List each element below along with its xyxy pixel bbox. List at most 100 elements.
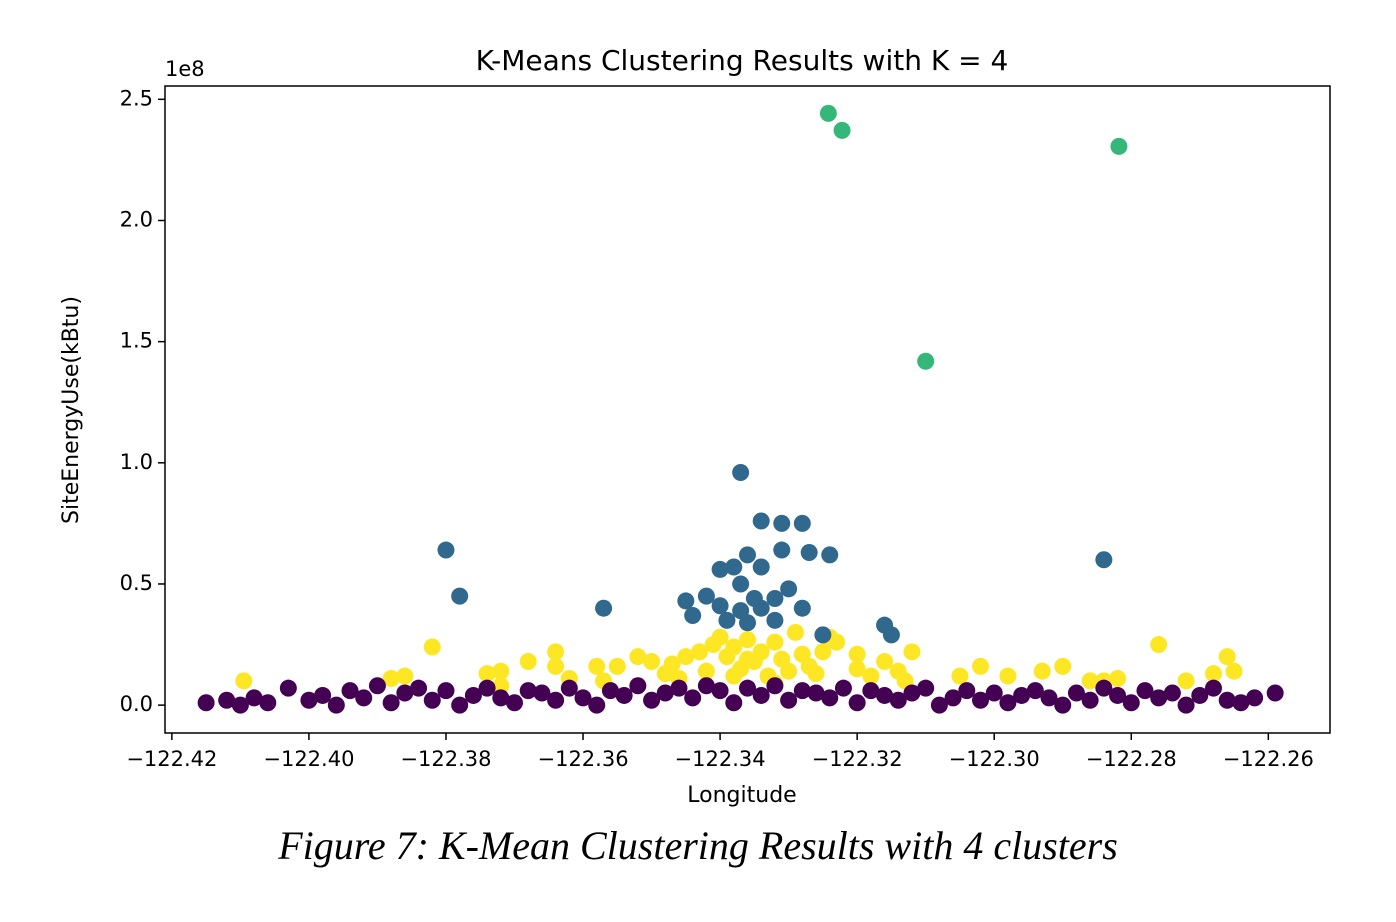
scatter-point	[834, 679, 852, 697]
y-offset-label: 1e8	[165, 57, 205, 81]
scatter-point	[410, 679, 428, 697]
scatter-point	[1033, 662, 1051, 680]
scatter-point	[752, 686, 770, 704]
scatter-point	[1246, 689, 1264, 707]
scatter-point	[656, 684, 674, 702]
scatter-point	[245, 689, 263, 707]
scatter-point	[677, 648, 695, 666]
scatter-point	[848, 660, 866, 678]
scatter-point	[423, 691, 441, 709]
scatter-point	[725, 558, 743, 576]
scatter-point	[862, 667, 880, 685]
scatter-point	[930, 696, 948, 714]
x-axis-label: Longitude	[687, 783, 796, 808]
scatter-point	[1191, 686, 1209, 704]
scatter-point	[903, 643, 921, 661]
scatter-point	[917, 352, 935, 370]
scatter-point	[1109, 669, 1127, 687]
x-tick-label: −122.36	[537, 747, 628, 771]
scatter-point	[833, 121, 851, 139]
y-tick-label: 1.5	[120, 329, 153, 353]
scatter-point	[547, 643, 565, 661]
scatter-point	[876, 686, 894, 704]
scatter-point	[711, 560, 729, 578]
x-tick-label: −122.28	[1086, 747, 1177, 771]
scatter-point	[821, 546, 839, 564]
scatter-point	[848, 694, 866, 712]
scatter-point	[766, 677, 784, 695]
scatter-point	[368, 677, 386, 695]
scatter-point	[629, 648, 647, 666]
scatter-point	[732, 575, 750, 593]
scatter-point	[766, 590, 784, 608]
scatter-point	[718, 611, 736, 629]
scatter-point	[821, 689, 839, 707]
scatter-point	[862, 682, 880, 700]
scatter-point	[752, 512, 770, 530]
scatter-point	[1163, 684, 1181, 702]
scatter-point	[1205, 665, 1222, 683]
scatter-point	[807, 684, 825, 702]
scatter-point	[492, 677, 510, 695]
scatter-point	[917, 679, 935, 697]
scatter-point	[615, 686, 633, 704]
scatter-point	[396, 684, 414, 702]
scatter-point	[800, 543, 818, 561]
scatter-point	[739, 546, 756, 564]
scatter-point	[684, 606, 702, 624]
scatter-point	[218, 691, 236, 709]
chart-title: K-Means Clustering Results with K = 4	[476, 44, 1009, 77]
scatter-point	[725, 638, 743, 656]
scatter-point	[1067, 684, 1085, 702]
scatter-point	[1122, 694, 1140, 712]
scatter-point	[780, 662, 798, 680]
y-axis-label: SiteEnergyUse(kBtu)	[59, 296, 84, 524]
scatter-point	[595, 599, 613, 617]
scatter-point	[588, 696, 606, 714]
scatter-point	[752, 643, 770, 661]
scatter-point	[519, 682, 537, 700]
scatter-point	[739, 679, 756, 697]
scatter-point	[1026, 682, 1044, 700]
scatter-point	[423, 638, 441, 656]
scatter-point	[478, 679, 496, 697]
scatter-point	[697, 677, 715, 695]
x-tick-label: −122.42	[126, 747, 217, 771]
scatter-point	[608, 657, 626, 675]
scatter-point	[1095, 551, 1113, 569]
scatter-point	[677, 592, 695, 610]
y-tick-label: 0.5	[120, 571, 153, 595]
scatter-point	[766, 611, 784, 629]
scatter-point	[951, 667, 969, 685]
scatter-point	[999, 694, 1017, 712]
scatter-point	[300, 691, 318, 709]
y-tick-label: 2.5	[120, 86, 153, 110]
scatter-point	[382, 694, 400, 712]
scatter-point	[341, 682, 359, 700]
scatter-point	[697, 587, 715, 605]
scatter-point	[1013, 686, 1031, 704]
scatter-point	[1218, 648, 1236, 666]
scatter-point	[478, 665, 496, 683]
scatter-point	[766, 633, 784, 651]
scatter-point	[999, 667, 1017, 685]
scatter-point	[944, 689, 962, 707]
scatter-point	[739, 631, 756, 649]
scatter-point	[1109, 686, 1127, 704]
scatter-point	[560, 679, 578, 697]
scatter-point	[1081, 672, 1099, 690]
scatter-point	[972, 657, 989, 675]
scatter-point	[396, 667, 414, 685]
scatter-point	[828, 633, 846, 651]
scatter-point	[1081, 691, 1099, 709]
scatter-point	[464, 686, 482, 704]
scatter-point	[1040, 689, 1058, 707]
scatter-point	[1054, 696, 1072, 714]
x-tick-label: −122.38	[400, 747, 491, 771]
scatter-point	[643, 653, 661, 671]
scatter-point	[732, 602, 750, 620]
scatter-point	[1150, 689, 1168, 707]
scatter-point	[1095, 679, 1113, 697]
scatter-point	[235, 672, 253, 690]
